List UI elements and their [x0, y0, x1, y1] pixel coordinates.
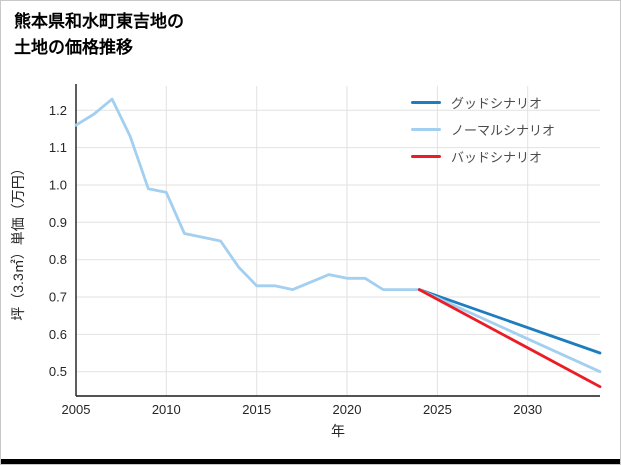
- series-bad-scenario: [417, 288, 602, 389]
- y-tick-label: 0.8: [49, 252, 67, 267]
- legend-label: グッドシナリオ: [451, 95, 543, 111]
- bottom-bar: [1, 459, 620, 464]
- legend-swatch: [411, 100, 441, 104]
- y-tick-label: 0.6: [49, 327, 67, 342]
- series-historical: [74, 97, 421, 292]
- y-tick-label: 0.7: [49, 290, 67, 305]
- x-tick-label: 2015: [242, 402, 271, 417]
- x-axis-title: 年: [331, 423, 345, 439]
- series-normal-scenario: [417, 288, 602, 374]
- legend-label: バッドシナリオ: [451, 149, 543, 165]
- y-axis-title: 坪（3.3㎡）単価（万円）: [10, 161, 26, 320]
- chart-title-line1: 熊本県和水町東吉地の: [14, 12, 184, 31]
- y-tick-label: 1.2: [49, 103, 67, 118]
- legend: グッドシナリオ ノーマルシナリオ バッドシナリオ: [411, 94, 556, 165]
- legend-item: ノーマルシナリオ: [411, 121, 556, 138]
- x-tick-label: 2025: [423, 402, 452, 417]
- y-tick-label: 1.1: [49, 140, 67, 155]
- y-tick-label: 1.0: [49, 178, 67, 193]
- legend-swatch: [411, 127, 441, 131]
- series-good-scenario: [417, 288, 602, 355]
- x-tick-label: 2005: [62, 402, 91, 417]
- legend-item: バッドシナリオ: [411, 148, 555, 165]
- chart-title: 熊本県和水町東吉地の 土地の価格推移: [14, 9, 184, 61]
- x-tick-label: 2010: [152, 402, 181, 417]
- chart-title-line2: 土地の価格推移: [14, 38, 133, 57]
- legend-swatch: [411, 154, 441, 158]
- x-tick-label: 2020: [333, 402, 362, 417]
- legend-item: グッドシナリオ: [411, 94, 555, 111]
- legend-label: ノーマルシナリオ: [451, 122, 556, 138]
- y-tick-label: 0.5: [49, 364, 67, 379]
- y-tick-label: 0.9: [49, 215, 67, 230]
- x-tick-label: 2030: [513, 402, 542, 417]
